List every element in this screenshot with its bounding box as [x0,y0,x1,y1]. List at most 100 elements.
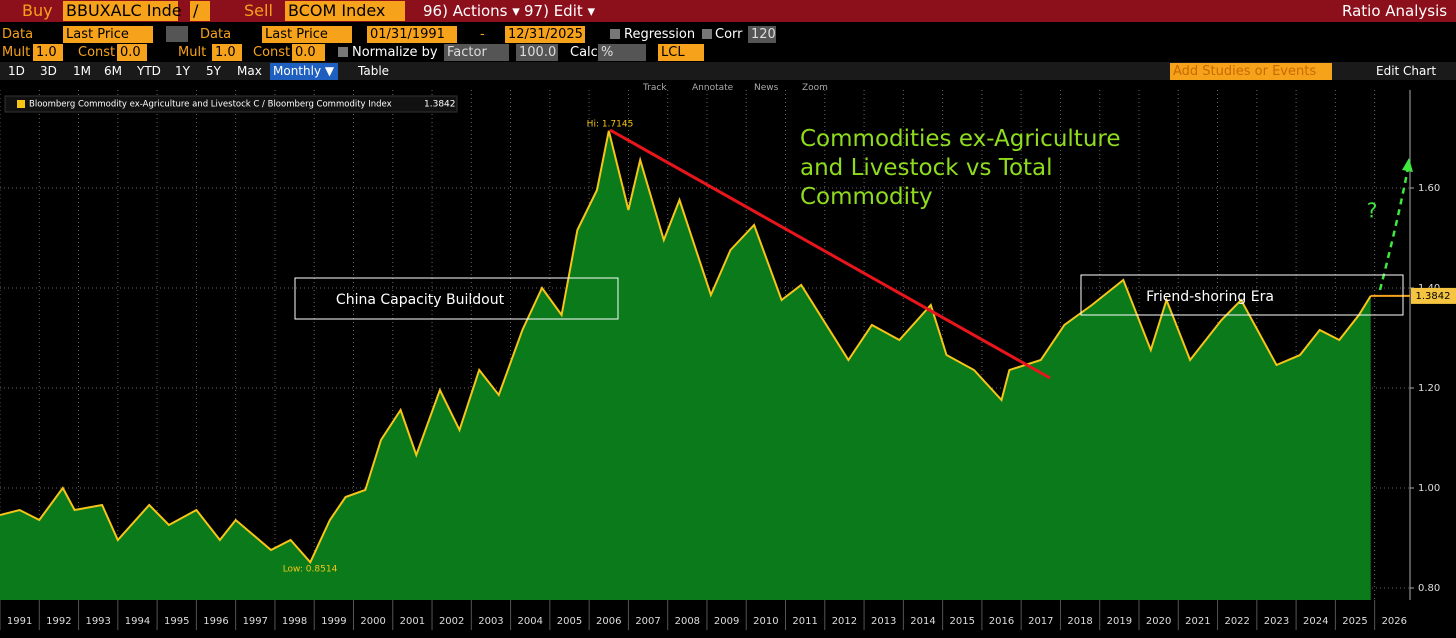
edit-menu[interactable]: 97) Edit ▾ [524,2,596,20]
mult-input[interactable]: 1.0 [212,44,242,61]
x-tick-label: 2009 [714,616,739,627]
range-button[interactable]: Max [237,64,262,78]
annotation-box [1080,274,1404,316]
mult-input[interactable]: 1.0 [33,44,63,61]
tool-button[interactable]: Track [643,83,667,93]
legend-box [4,95,458,113]
const-label: Const [253,45,291,60]
date-sep: - [480,27,485,42]
x-tick-label: 2013 [871,616,896,627]
y-tick-label: 0.80 [1418,583,1440,594]
start-date[interactable]: 01/31/1991 [367,26,457,43]
table-button[interactable]: Table [358,64,390,78]
range-button[interactable]: 3D [40,64,57,78]
sell-label: Sell [244,1,273,20]
x-tick-label: 2017 [1028,616,1053,627]
last-value-box [1411,287,1456,304]
x-tick-label: 1993 [85,616,110,627]
x-tick-label: 2019 [1107,616,1132,627]
checkbox[interactable] [702,29,712,39]
range-button[interactable]: 1Y [175,64,190,78]
x-tick-label: 2007 [635,616,660,627]
const-input[interactable]: 0.0 [292,44,325,61]
normalize-label: Normalize by [352,45,438,60]
const-label: Const [78,45,116,60]
x-tick-label: 2020 [1146,616,1171,627]
const-input[interactable]: 0.0 [117,44,147,61]
tool-button[interactable]: Zoom [802,83,828,93]
range-button[interactable]: YTD [137,64,161,78]
mult-label: Mult [178,45,207,60]
arrow-head [1402,158,1413,172]
chart-title: Commodities ex-Agriculture and Livestock… [800,126,1121,210]
legend-label: Bloomberg Commodity ex-Agriculture and L… [29,100,392,110]
range-button[interactable]: 5Y [206,64,221,78]
x-tick-label: 1999 [321,616,346,627]
tool-button[interactable]: News [754,83,779,93]
low-label: Low: 0.8514 [283,565,338,575]
x-tick-label: 1994 [125,616,150,627]
period-select[interactable]: Monthly ▼ [270,63,338,80]
x-tick-label: 2023 [1264,616,1289,627]
screen-title: Ratio Analysis [1342,2,1448,20]
tool-button[interactable]: Annotate [692,83,734,93]
buy-ticker[interactable]: BBUXALC Inde [63,1,182,21]
calc-select[interactable]: % [598,44,646,61]
mult-label: Mult [2,45,31,60]
annotation-question: ? [1367,199,1378,223]
y-tick-label: 1.20 [1418,383,1440,394]
x-tick-label: 2024 [1303,616,1328,627]
legend-value: 1.3842 [424,100,456,110]
sell-ticker[interactable]: BCOM Index [285,1,405,21]
annotation-label: Friend-shoring Era [1146,289,1274,305]
buy-label: Buy [22,1,53,20]
ratio-op[interactable]: / [190,1,210,21]
x-tick-label: 2012 [832,616,857,627]
x-tick-label: 2002 [439,616,464,627]
x-tick-label: 2026 [1382,616,1407,627]
range-button[interactable]: 1D [8,64,25,78]
normalize-select[interactable]: Factor [444,44,509,61]
x-tick-label: 2015 [950,616,975,627]
data-select[interactable]: Last Price [262,26,352,43]
x-tick-label: 1996 [203,616,228,627]
y-tick-label: 1.00 [1418,483,1440,494]
range-button[interactable]: 6M [104,64,122,78]
corr-input[interactable]: 120 [748,26,776,43]
area [0,130,1371,601]
data-select[interactable]: Last Price [63,26,153,43]
x-tick-label: 2014 [910,616,935,627]
x-tick-label: 2021 [1185,616,1210,627]
actions-menu[interactable]: 96) Actions ▾ [423,2,520,20]
x-tick-label: 1997 [243,616,268,627]
range-button[interactable]: 1M [73,64,91,78]
lcl-select[interactable]: LCL [658,44,704,61]
checkbox[interactable] [338,47,348,57]
end-date[interactable]: 12/31/2025 [505,26,585,43]
x-tick-label: 2016 [989,616,1014,627]
x-tick-label: 1998 [282,616,307,627]
factor-input[interactable]: 100.0 [516,44,558,61]
data-label: Data [2,27,34,42]
line [0,130,1372,565]
y-tick-label: 1.60 [1418,183,1440,194]
range-bar [0,62,1456,80]
swap-button[interactable] [166,26,188,42]
trend-line [609,128,1051,380]
checkbox[interactable] [610,29,620,39]
annotation-box [294,277,619,320]
x-tick-label: 2003 [478,616,503,627]
high-label: Hi: 1.7145 [587,120,634,130]
edit-chart[interactable]: Edit Chart [1376,64,1437,78]
regression-label: Regression [624,27,696,42]
x-tick-label: 1995 [164,616,189,627]
calc-label: Calc [570,45,598,60]
annotation-label: China Capacity Buildout [336,292,505,308]
x-tick-label: 2022 [1224,616,1249,627]
add-studies[interactable]: Add Studies or Events [1170,63,1332,80]
x-tick-label: 2008 [675,616,700,627]
x-tick-label: 2000 [360,616,385,627]
x-tick-label: 1991 [7,616,32,627]
